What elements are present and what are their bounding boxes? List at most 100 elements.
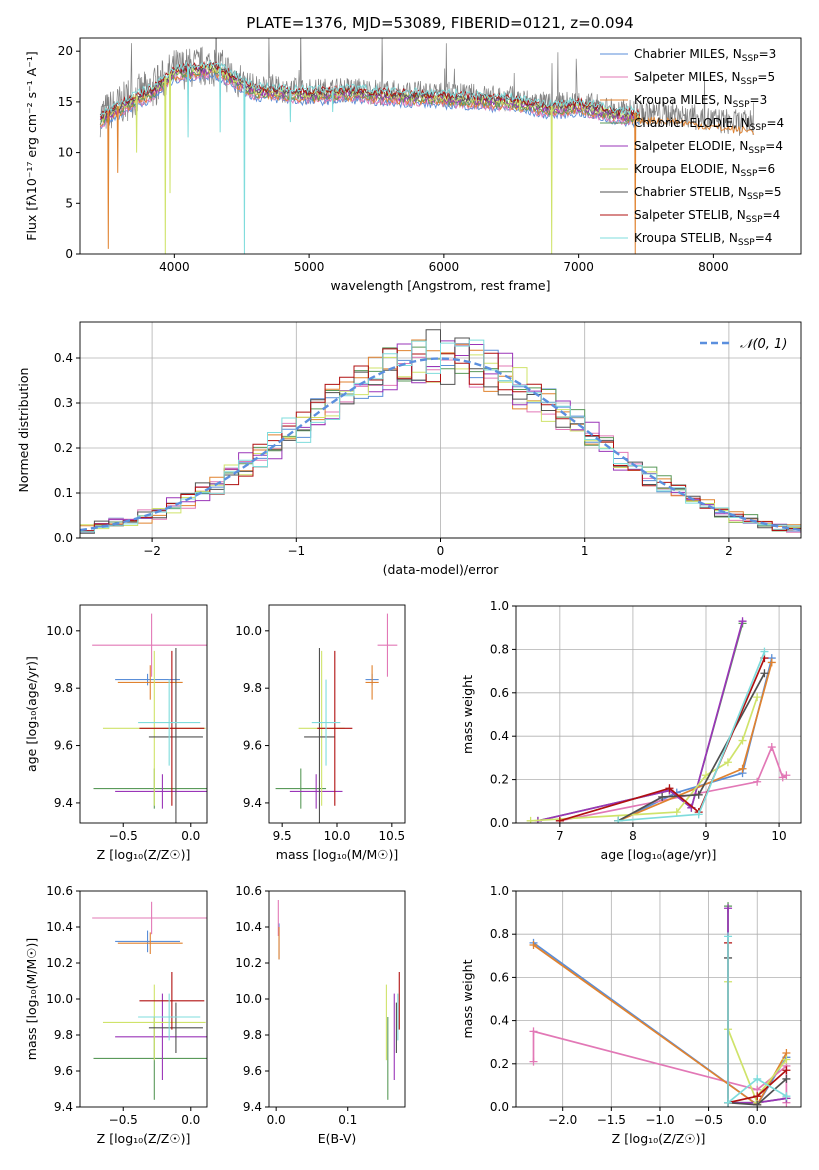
- weight-marker: [753, 1074, 762, 1083]
- y-axis-label: Normed distribution: [16, 368, 31, 493]
- x-axis-label: Z [log₁₀(Z/Z☉)]: [612, 1131, 706, 1146]
- y-tick-label: 10.4: [235, 920, 262, 934]
- x-tick-label: −2: [143, 544, 161, 558]
- legend-label: Kroupa STELIB, NSSP=4: [634, 231, 772, 248]
- weight-marker: [694, 810, 703, 819]
- spectrum-frame: [79, 37, 802, 255]
- legend-label: Salpeter ELODIE, NSSP=4: [634, 139, 783, 156]
- y-tick-label: 10.0: [235, 992, 262, 1006]
- y-tick-label: 9.4: [54, 1100, 73, 1114]
- legend-count: =3: [759, 47, 777, 61]
- z_weight-panel: −2.0 −1.5 −1.0 −0.5 0.0 0.0 0.2 0.4 0.6 0.8 1.0 Z […: [460, 884, 802, 1146]
- y-tick-label: 9.4: [243, 796, 262, 810]
- weight-marker: [665, 784, 674, 793]
- x-axis-label: (data-model)/error: [383, 562, 500, 577]
- y-tick-label: 0.8: [490, 642, 509, 656]
- y-tick-label: 10.0: [235, 624, 262, 638]
- legend-count: =4: [766, 116, 784, 130]
- x-tick-label: 2: [725, 544, 733, 558]
- x-axis-label: Z [log₁₀(Z/Z☉)]: [97, 1131, 191, 1146]
- z_age-plot-area: [92, 613, 207, 823]
- y-tick-label: 10: [58, 146, 73, 160]
- x-tick-label: 4000: [159, 260, 190, 274]
- y-tick-label: 10.2: [46, 956, 73, 970]
- gaussian-reference-curve: [80, 357, 801, 532]
- absorption-line: [168, 73, 172, 194]
- mass_age-plot-area: [275, 613, 398, 823]
- legend-subscript: SSP: [741, 169, 758, 179]
- weight-marker: [753, 1100, 762, 1107]
- y-tick-label: 0.3: [54, 396, 73, 410]
- model-spectrum-line: [99, 60, 640, 117]
- weight-marker: [738, 764, 747, 773]
- mass_age-panel: 9.5 10.0 10.5 9.4 9.6 9.8 10.0 mass [log₁₀(M/M☉…: [235, 604, 406, 862]
- weight-marker: [782, 1074, 791, 1083]
- absorption-line: [634, 112, 637, 254]
- absorption-line: [289, 90, 292, 123]
- age_weight-frame: [515, 605, 802, 824]
- y-tick-label: 9.8: [54, 681, 73, 695]
- weight-line: [559, 744, 787, 822]
- legend-count: =4: [763, 208, 781, 222]
- x-tick-label: 8: [629, 829, 637, 843]
- y-tick-label: 10.2: [235, 956, 262, 970]
- weight-marker: [782, 1066, 791, 1075]
- legend-count: =5: [757, 70, 775, 84]
- x-tick-label: 1: [581, 544, 589, 558]
- x-tick-label: −2.0: [548, 1113, 577, 1127]
- z_mass-panel: −0.5 0.0 9.4 9.6 9.8 10.0 10.2 10.4 10.6 Z [log₁₀…: [24, 884, 208, 1146]
- figure-title: PLATE=1376, MJD=53089, FIBERID=0121, z=0…: [246, 14, 633, 32]
- legend-label: Chabrier MILES, NSSP=3: [634, 47, 776, 64]
- y-tick-label: 9.4: [243, 1100, 262, 1114]
- absorption-line: [219, 68, 222, 133]
- weight-marker: [753, 777, 762, 786]
- weight-marker: [782, 1055, 791, 1064]
- weight-line: [530, 696, 759, 822]
- weight-marker: [724, 1098, 733, 1107]
- x-axis-label: mass [log₁₀(M/M☉)]: [276, 847, 398, 862]
- y-tick-label: 0.0: [54, 531, 73, 545]
- y-tick-label: 0.6: [490, 970, 509, 984]
- weight-marker: [555, 816, 564, 823]
- ebv_mass-panel: 0.0 0.1 9.4 9.6 9.8 10.0 10.2 10.4 10.6 E(B-V): [235, 884, 406, 1146]
- absorption-line: [243, 81, 246, 254]
- y-tick-label: 0.2: [490, 773, 509, 787]
- weight-marker: [526, 816, 535, 823]
- y-tick-label: 0.2: [54, 441, 73, 455]
- y-tick-label: 20: [58, 44, 73, 58]
- y-axis-label: mass weight: [460, 959, 475, 1038]
- mass_age-frame: [268, 604, 406, 824]
- legend-label: Salpeter MILES, NSSP=5: [634, 70, 775, 87]
- spectrum-legend: Chabrier MILES, NSSP=3 Salpeter MILES, NS…: [600, 47, 784, 248]
- z_mass-frame: [79, 890, 208, 1108]
- x-tick-label: 10.0: [324, 829, 351, 843]
- weight-marker: [724, 904, 733, 913]
- legend-label: Kroupa ELODIE, NSSP=6: [634, 162, 775, 179]
- z_age-frame: [79, 604, 208, 824]
- y-tick-label: 9.8: [54, 1028, 73, 1042]
- x-tick-label: 10: [771, 829, 786, 843]
- weight-marker: [782, 771, 791, 780]
- weight-line: [617, 672, 766, 822]
- absorption-line: [164, 77, 167, 254]
- age_weight-plot-area: [526, 617, 791, 823]
- x-tick-label: 8000: [698, 260, 729, 274]
- x-tick-label: 10.5: [378, 829, 405, 843]
- x-tick-label: −0.5: [109, 1113, 138, 1127]
- legend-subscript: SSP: [742, 54, 759, 64]
- x-tick-label: 9.5: [273, 829, 292, 843]
- x-tick-label: −0.5: [109, 829, 138, 843]
- age_weight-panel: 7 8 9 10 0.0 0.2 0.4 0.6 0.8 1.0 age [log₁₀(age/yr…: [460, 599, 802, 862]
- y-tick-label: 0.1: [54, 486, 73, 500]
- weight-marker: [658, 792, 667, 801]
- absorption-line: [116, 106, 119, 173]
- legend-count: =6: [757, 162, 775, 176]
- x-tick-label: 0.0: [181, 1113, 200, 1127]
- absorption-line: [550, 105, 553, 254]
- y-tick-label: 0.4: [54, 351, 73, 365]
- legend-subscript: SSP: [733, 100, 750, 110]
- legend-count: =3: [750, 93, 768, 107]
- residuals-plot-area: [80, 329, 801, 536]
- y-tick-label: 10.0: [46, 992, 73, 1006]
